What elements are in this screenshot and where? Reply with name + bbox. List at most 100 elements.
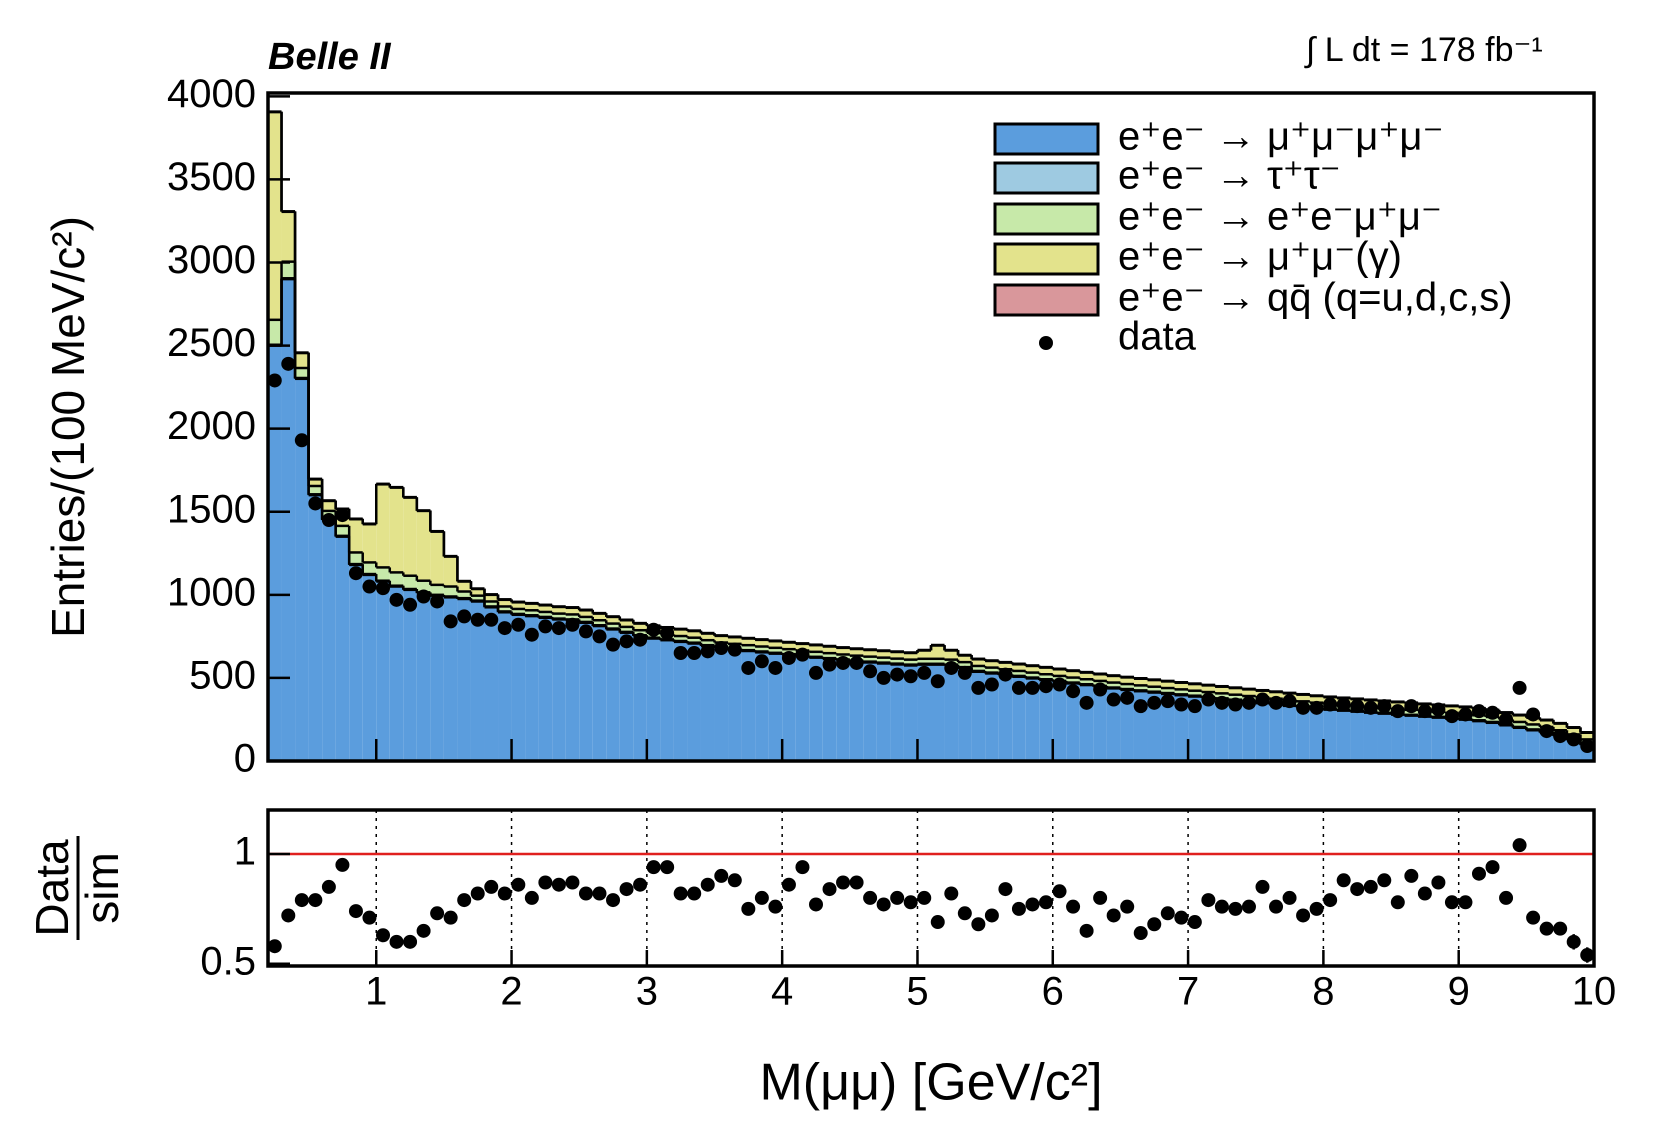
x-tick-label: 6 [1042,970,1064,1014]
stack-bar [335,536,350,761]
stack-bar [1174,689,1189,695]
legend-swatch [993,283,1100,317]
stack-bar [1188,690,1202,696]
stack-bar [958,655,972,663]
stack-bar [741,645,756,651]
stack-bar [1052,681,1067,761]
stack-bar [389,572,404,586]
stack-bar [1201,685,1216,693]
data-point [1106,692,1121,707]
stack-bar [836,660,850,761]
stack-bar [592,613,607,621]
ratio-point [1566,934,1581,949]
x-tick-label: 1 [365,970,387,1014]
stack-bar [1079,679,1094,685]
stack-bar [1201,697,1216,761]
stack-bar [1242,689,1256,697]
data-point [403,597,418,612]
ratio-axis-title: Data sim [26,836,128,940]
data-point [890,667,905,682]
data-point [1120,690,1135,705]
data-point [849,655,864,670]
stack-bar [1039,680,1053,761]
y-tick-label: 3000 [167,238,256,282]
stack-bar [903,652,918,660]
y-tick-label: 500 [189,653,256,697]
stack-bar [308,479,323,486]
stack-bar [809,645,823,652]
stack-bar [1133,685,1148,691]
stack-bar [538,611,553,617]
stack-bar [1255,703,1270,761]
stack-bar [606,629,620,761]
stack-bar [917,664,931,761]
stack-bar [931,645,945,659]
stack-bar [362,524,377,563]
data-point [1269,695,1284,710]
stack-bar [1282,705,1297,761]
data-point [335,508,350,523]
stack-bar [1215,686,1229,694]
stack-bar [1499,725,1513,761]
ratio-point [1471,866,1486,881]
ratio-point [430,906,445,921]
stack-bar [1580,732,1594,740]
stack-bar [876,663,891,761]
data-point [1444,709,1459,724]
stack-bar [1336,710,1351,761]
data-point [808,665,823,680]
stack-bar [755,652,769,761]
stack-bar [917,658,931,664]
data-point [321,513,336,528]
stack-bar [890,651,904,659]
stack-bar [985,660,999,668]
stack-bar [1120,689,1134,761]
ratio-point [362,910,377,925]
data-point [389,592,404,607]
stack-bar [268,345,282,761]
stack-bar [525,610,539,616]
legend-label: e⁺e⁻ → qq̄ (q=u,d,c,s) [1118,276,1513,320]
legend-label: data [1118,315,1197,359]
luminosity-label: ∫ L dt = 178 fb⁻¹ [1304,31,1543,69]
ratio-point [578,886,593,901]
data-point [903,669,918,684]
ratio-point [741,901,756,916]
ratio-point [971,917,986,932]
stack-bar [322,500,336,511]
ratio-point [416,923,431,938]
stack-bar [376,567,390,581]
data-point [876,670,891,685]
stack-bar [971,665,986,671]
x-tick-label: 8 [1312,970,1334,1014]
ratio-title-top: Data [26,839,78,937]
data-point [1323,697,1338,712]
stack-bar [1106,688,1121,761]
stack-bar [728,637,742,644]
stack-bar [592,620,607,626]
stack-bar [755,639,769,647]
ratio-point [1580,948,1595,963]
ratio-point [849,875,864,890]
data-point [1147,695,1162,710]
ratio-point [673,886,688,901]
ratio-point [1499,890,1514,905]
stack-bar [1106,682,1121,688]
data-point [646,622,661,637]
data-point [430,594,445,609]
stack-bar [903,659,918,665]
ratio-point [930,915,945,930]
data-point [1214,695,1229,710]
data-point [551,621,566,636]
legend-swatch [993,242,1100,276]
data-point [1390,704,1405,719]
stack-bar [714,648,729,761]
y-tick-label: 0.5 [200,939,256,983]
ratio-point [1512,838,1527,853]
data-point [1066,684,1081,699]
data-point [511,617,526,632]
stack-bar [958,667,972,761]
stack-bar [1147,680,1162,687]
stack-bar [376,581,390,761]
